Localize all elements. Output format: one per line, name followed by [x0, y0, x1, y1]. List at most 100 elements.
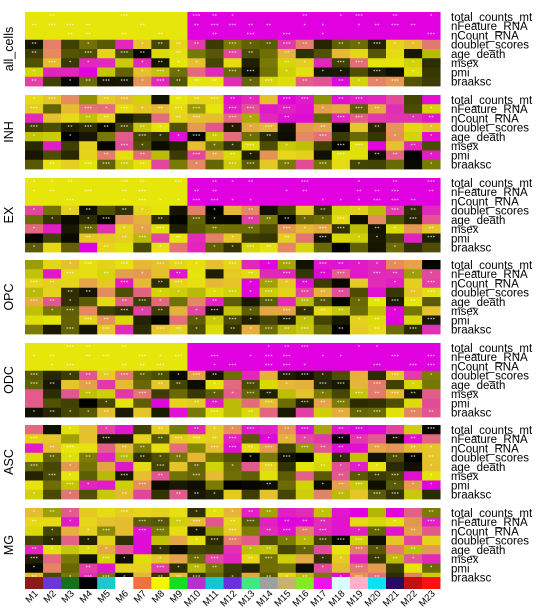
cell-MG-doublet_scores-M7 [133, 535, 152, 546]
cell-significance: *** [391, 372, 399, 378]
cell-MG-doublet_scores-M5 [97, 535, 116, 546]
cell-ASC-nCount_RNA-M11 [205, 443, 224, 454]
cell-EX-pmi-M17 [313, 233, 333, 244]
cell-significance: * [123, 198, 126, 204]
cell-ODC-nFeature_RNA-M11 [205, 352, 224, 362]
cell-significance: * [105, 106, 108, 112]
cell-ASC-pmi-M22 [404, 480, 423, 491]
cell-MG-total_counts_mt-M14 [259, 508, 279, 518]
cell-MG-nFeature_RNA-M15 [277, 517, 297, 527]
panel-label-ODC: ODC [2, 366, 16, 394]
cell-all_cells-age_death-M20 [367, 49, 387, 59]
cell-significance: * [177, 289, 180, 295]
cell-MG-nFeature_RNA-M13 [241, 517, 261, 527]
cell-significance: *** [210, 308, 218, 314]
cell-all_cells-nCount_RNA-M20 [367, 30, 387, 41]
cell-ODC-msex-M2 [43, 389, 62, 399]
row-label-all_cells-nCount_RNA: nCount_RNA [451, 30, 519, 42]
cell-MG-doublet_scores-M17 [313, 535, 333, 546]
cell-OPC-nFeature_RNA-M22 [404, 269, 423, 279]
cell-EX-pmi-M19 [349, 233, 369, 244]
cell-OPC-msex-M20 [367, 306, 387, 316]
cell-all_cells-nCount_RNA-M10 [187, 30, 206, 41]
cell-INH-total_counts_mt-M21 [386, 95, 405, 105]
row-label-MG-pmi: pmi [451, 563, 470, 575]
cell-ODC-nFeature_RNA-M12 [223, 352, 242, 362]
cell-significance: * [285, 189, 288, 195]
cell-OPC-msex-M6 [115, 306, 134, 316]
cell-all_cells-nFeature_RNA-M23 [422, 21, 441, 31]
cell-significance: * [195, 60, 198, 66]
cell-significance: ** [85, 23, 91, 29]
cell-ODC-nFeature_RNA-M22 [404, 352, 423, 362]
cell-significance: ** [338, 427, 344, 433]
cell-significance: * [87, 537, 90, 543]
cell-ASC-pmi-M18 [331, 480, 351, 491]
cell-significance: * [51, 308, 54, 314]
cell-EX-age_death-M23 [422, 215, 441, 225]
cell-OPC-doublet_scores-M7 [133, 287, 152, 298]
cell-INH-nFeature_RNA-M19 [349, 104, 369, 114]
cell-ODC-msex-M19 [349, 389, 369, 399]
cell-ODC-pmi-M6 [115, 398, 134, 409]
column-label-M4: M4 [78, 588, 95, 605]
cell-EX-doublet_scores-M19 [349, 205, 369, 216]
cell-significance: *** [427, 289, 435, 295]
row-label-INH-braaksc: braaksc [451, 160, 492, 172]
cell-significance: ** [176, 41, 182, 47]
cell-significance: *** [120, 308, 128, 314]
cell-significance: *** [337, 152, 345, 158]
cell-INH-doublet_scores-M1 [25, 122, 44, 133]
cell-all_cells-doublet_scores-M18 [331, 39, 351, 50]
cell-significance: *** [247, 106, 255, 112]
cell-ODC-nFeature_RNA-M8 [151, 352, 170, 362]
row-label-ASC-total_counts_mt: total_counts_mt [451, 425, 533, 437]
cell-all_cells-braaksc-M14 [259, 76, 279, 87]
cell-all_cells-nFeature_RNA-M18 [331, 21, 351, 31]
cell-ODC-braaksc-M14 [259, 407, 279, 418]
cell-ODC-nCount_RNA-M11 [205, 361, 224, 372]
cell-significance: ** [176, 115, 182, 121]
module-color-M15 [277, 577, 297, 589]
cell-ASC-age_death-M11 [205, 462, 224, 472]
cell-OPC-total_counts_mt-M1 [25, 260, 44, 270]
cell-significance: *** [229, 161, 237, 167]
cell-significance: * [159, 134, 162, 140]
cell-MG-age_death-M7 [133, 545, 152, 555]
cell-MG-doublet_scores-M10 [187, 535, 206, 546]
cell-EX-nFeature_RNA-M13 [241, 187, 261, 197]
cell-ASC-age_death-M2 [43, 462, 62, 472]
cell-significance: ** [49, 299, 55, 305]
cell-OPC-age_death-M4 [79, 297, 98, 307]
cell-all_cells-braaksc-M23 [422, 76, 441, 87]
cell-ASC-braaksc-M21 [386, 489, 405, 500]
cell-ODC-age_death-M2 [43, 380, 62, 390]
cell-INH-age_death-M21 [386, 132, 405, 142]
cell-OPC-msex-M10 [187, 306, 206, 316]
cell-all_cells-total_counts_mt-M14 [259, 12, 279, 22]
cell-all_cells-braaksc-M7 [133, 76, 152, 87]
cell-significance: ** [31, 51, 37, 57]
cell-INH-age_death-M9 [169, 132, 188, 142]
cell-significance: *** [66, 198, 74, 204]
cell-significance: * [141, 78, 144, 84]
row-label-INH-nFeature_RNA: nFeature_RNA [451, 104, 528, 116]
cell-significance: * [376, 464, 379, 470]
cell-INH-nCount_RNA-M1 [25, 113, 44, 124]
cell-OPC-total_counts_mt-M13 [241, 260, 261, 270]
cell-ASC-msex-M4 [79, 471, 98, 481]
cell-significance: *** [66, 363, 74, 369]
cell-all_cells-total_counts_mt-M20 [367, 12, 387, 22]
cell-ODC-nCount_RNA-M2 [43, 361, 62, 372]
cell-significance: *** [319, 262, 327, 268]
cell-MG-nCount_RNA-M8 [151, 526, 170, 537]
cell-EX-nCount_RNA-M18 [331, 196, 351, 207]
cell-ASC-nCount_RNA-M15 [277, 443, 297, 454]
cell-significance: * [376, 345, 379, 351]
cell-ASC-msex-M2 [43, 471, 62, 481]
cell-EX-nCount_RNA-M22 [404, 196, 423, 207]
cell-EX-msex-M16 [295, 224, 315, 234]
cell-all_cells-doublet_scores-M11 [205, 39, 224, 50]
cell-EX-pmi-M5 [97, 233, 116, 244]
